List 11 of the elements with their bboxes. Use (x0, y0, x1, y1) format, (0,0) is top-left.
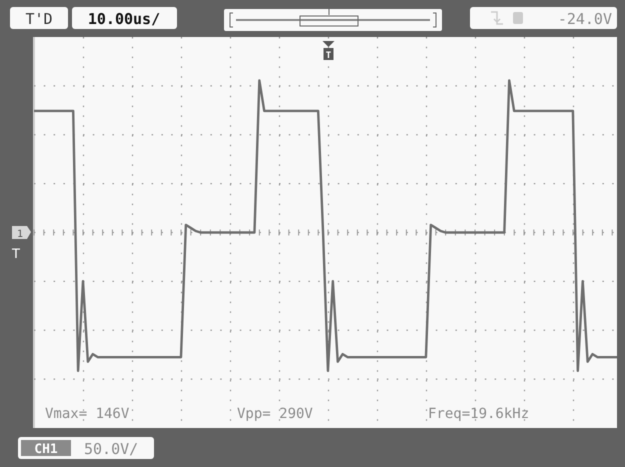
text: T (11, 247, 20, 262)
text: 1 (16, 229, 24, 240)
text: Freq=19.6kHz (428, 406, 530, 422)
text: Vpp= 290V (237, 406, 314, 422)
text: -24.0V (558, 10, 612, 28)
text: T'D (25, 10, 53, 28)
text: CH1 (34, 442, 58, 457)
text: Vmax= 146V (45, 406, 130, 422)
text: 50.0V/ (84, 440, 138, 458)
text: T (326, 51, 332, 61)
text: 10.00us/ (88, 10, 160, 28)
